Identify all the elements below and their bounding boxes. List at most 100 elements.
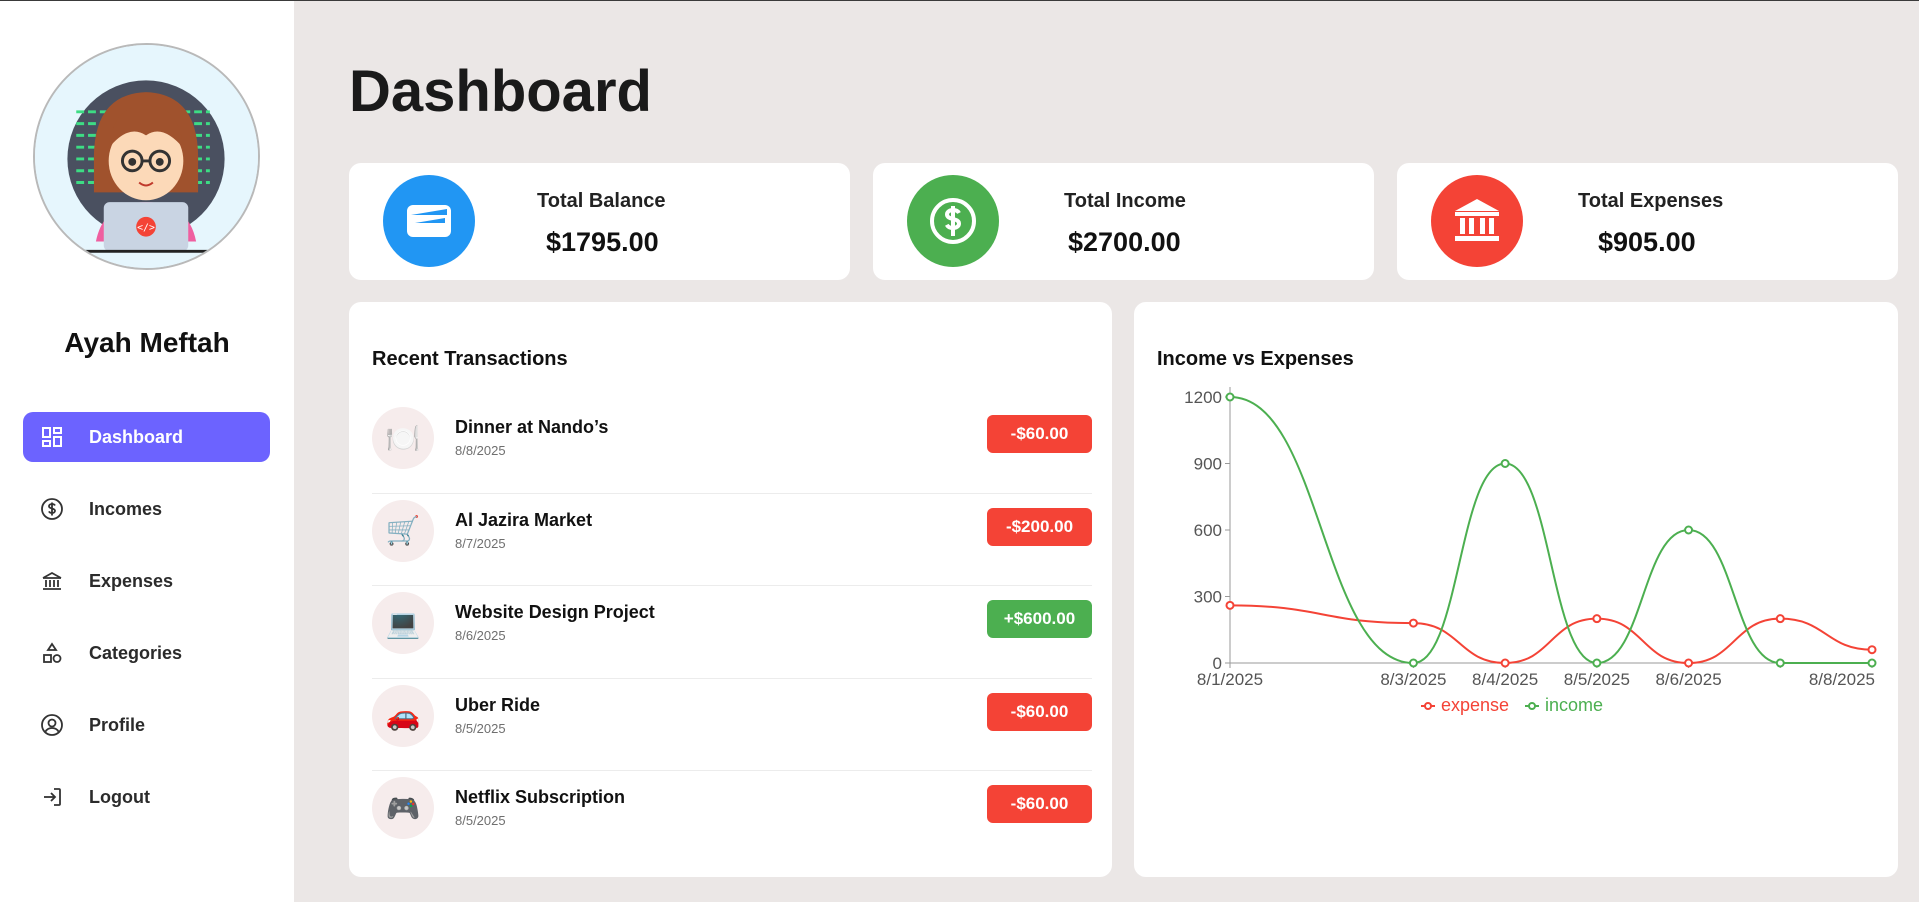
sidebar-item-incomes[interactable]: Incomes (23, 484, 270, 534)
stat-value: $2700.00 (1068, 227, 1181, 257)
sidebar-item-label: Expenses (89, 570, 174, 591)
data-point-expense (1867, 645, 1877, 655)
x-tick-label: 8/6/2025 (1655, 670, 1721, 689)
line-chart: 0 300 600 900 1200 8/1/2025 8/3/2025 8/4/2025 8/… (1184, 387, 1877, 715)
x-tick-label: 8/8/2025 (1809, 670, 1875, 689)
dashboard-icon (39, 424, 65, 450)
income-expenses-chart-panel: Income vs Expenses 0 300 600 900 1200 8/1/202… (1134, 302, 1898, 877)
stat-label: Total Income (1064, 190, 1186, 212)
transaction-row[interactable]: 🛒 Al Jazira Market 8/7/2025 -$200.00 (372, 494, 1092, 586)
sidebar-item-label: Incomes (89, 498, 163, 519)
stat-label: Total Balance (537, 190, 666, 212)
stat-card-expenses: Total Expenses $905.00 (1397, 163, 1898, 280)
transaction-date: 8/6/2025 (455, 628, 506, 643)
transaction-name: Netflix Subscription (455, 787, 626, 807)
developer-girl-avatar-icon: </> (35, 45, 258, 268)
stat-value: $1795.00 (546, 227, 659, 257)
data-point-expense (1408, 618, 1418, 628)
stat-card-balance: Total Balance $1795.00 (349, 163, 850, 280)
transaction-row[interactable]: 🍽️ Dinner at Nando’s 8/8/2025 -$60.00 (372, 401, 1092, 494)
sidebar: </> Ayah Meftah Dashboard Incomes Expens… (0, 1, 294, 902)
transaction-name: Dinner at Nando’s (455, 417, 609, 437)
sidebar-item-label: Logout (89, 786, 150, 807)
sidebar-item-logout[interactable]: Logout (23, 772, 270, 822)
chart-title: Income vs Expenses (1157, 348, 1354, 370)
amount-badge: -$60.00 (987, 785, 1092, 823)
svg-text:</>: </> (137, 223, 155, 234)
y-tick-label: 900 (1194, 455, 1222, 474)
legend-label: expense (1441, 695, 1509, 715)
page-title: Dashboard (349, 59, 652, 124)
user-circle-icon (39, 712, 65, 738)
y-tick-label: 0 (1213, 654, 1222, 673)
y-tick-label: 300 (1194, 588, 1222, 607)
transaction-name: Al Jazira Market (455, 509, 593, 530)
dollar-circle-icon (39, 496, 65, 522)
recent-transactions-panel: Recent Transactions 🍽️ Dinner at Nando’s… (349, 302, 1112, 877)
amount-badge: -$200.00 (987, 507, 1092, 546)
panel-title: Recent Transactions (372, 348, 568, 370)
stat-label: Total Expenses (1578, 190, 1724, 212)
logout-icon (39, 784, 65, 810)
transaction-row[interactable]: 🚗 Uber Ride 8/5/2025 -$60.00 (372, 679, 1092, 771)
wallet-icon (383, 175, 475, 267)
sidebar-item-label: Profile (89, 714, 146, 735)
sidebar-item-label: Categories (89, 642, 183, 663)
transaction-name: Website Design Project (455, 602, 655, 622)
transaction-row[interactable]: 💻 Website Design Project 8/6/2025 +$600.… (372, 586, 1092, 679)
sidebar-item-categories[interactable]: Categories (23, 628, 270, 678)
y-tick-label: 600 (1194, 521, 1222, 540)
sidebar-item-label: Dashboard (89, 426, 184, 447)
y-tick-label: 1200 (1184, 388, 1222, 407)
amount-badge: +$600.00 (987, 600, 1092, 638)
user-name: Ayah Meftah (64, 327, 230, 358)
amount-badge: -$60.00 (987, 415, 1092, 453)
data-point-income (1408, 658, 1418, 668)
dollar-icon (907, 175, 999, 267)
legend-marker (1528, 702, 1536, 710)
sidebar-item-dashboard[interactable]: Dashboard (23, 412, 270, 462)
data-point-income (1775, 658, 1785, 668)
x-tick-label: 8/5/2025 (1564, 670, 1630, 689)
legend-label: income (1545, 695, 1603, 715)
data-point-income (1500, 459, 1510, 468)
car-icon: 🚗 (372, 684, 434, 747)
gamepad-icon: 🎮 (372, 777, 434, 839)
data-point-expense (1592, 614, 1602, 624)
series-line-expense (1229, 604, 1873, 665)
transaction-date: 8/7/2025 (455, 535, 506, 551)
series-line-income (1229, 396, 1872, 665)
top-border (0, 0, 1919, 1)
sidebar-nav: Dashboard Incomes Expenses Categories Pr… (23, 412, 270, 844)
x-tick-label: 8/3/2025 (1380, 670, 1446, 689)
data-point-expense (1684, 658, 1694, 668)
plate-icon: 🍽️ (372, 407, 434, 469)
cart-icon: 🛒 (372, 499, 434, 562)
data-point-expense (1500, 658, 1510, 668)
avatar: </> (33, 43, 260, 270)
legend-marker (1424, 702, 1432, 710)
amount-badge: -$60.00 (987, 692, 1092, 731)
transaction-name: Uber Ride (455, 694, 541, 715)
bank-icon (39, 568, 65, 594)
stat-card-income: Total Income $2700.00 (873, 163, 1374, 280)
data-point-income (1225, 392, 1235, 402)
transaction-row[interactable]: 🎮 Netflix Subscription 8/5/2025 -$60.00 (372, 771, 1092, 864)
data-point-income (1867, 658, 1877, 668)
transaction-date: 8/5/2025 (455, 813, 506, 828)
x-tick-label: 8/1/2025 (1197, 670, 1263, 689)
sidebar-item-expenses[interactable]: Expenses (23, 556, 270, 606)
data-point-income (1592, 658, 1602, 668)
laptop-icon: 💻 (372, 592, 434, 654)
transaction-list: 🍽️ Dinner at Nando’s 8/8/2025 -$60.00 🛒 … (372, 401, 1092, 864)
transaction-date: 8/5/2025 (455, 720, 506, 736)
data-point-expense (1775, 614, 1785, 624)
transaction-date: 8/8/2025 (455, 443, 506, 458)
stat-value: $905.00 (1598, 227, 1696, 257)
shapes-icon (39, 640, 65, 666)
sidebar-item-profile[interactable]: Profile (23, 700, 270, 750)
bank-icon (1431, 175, 1523, 267)
data-point-expense (1225, 600, 1235, 610)
data-point-income (1684, 525, 1694, 535)
x-tick-label: 8/4/2025 (1472, 670, 1538, 689)
